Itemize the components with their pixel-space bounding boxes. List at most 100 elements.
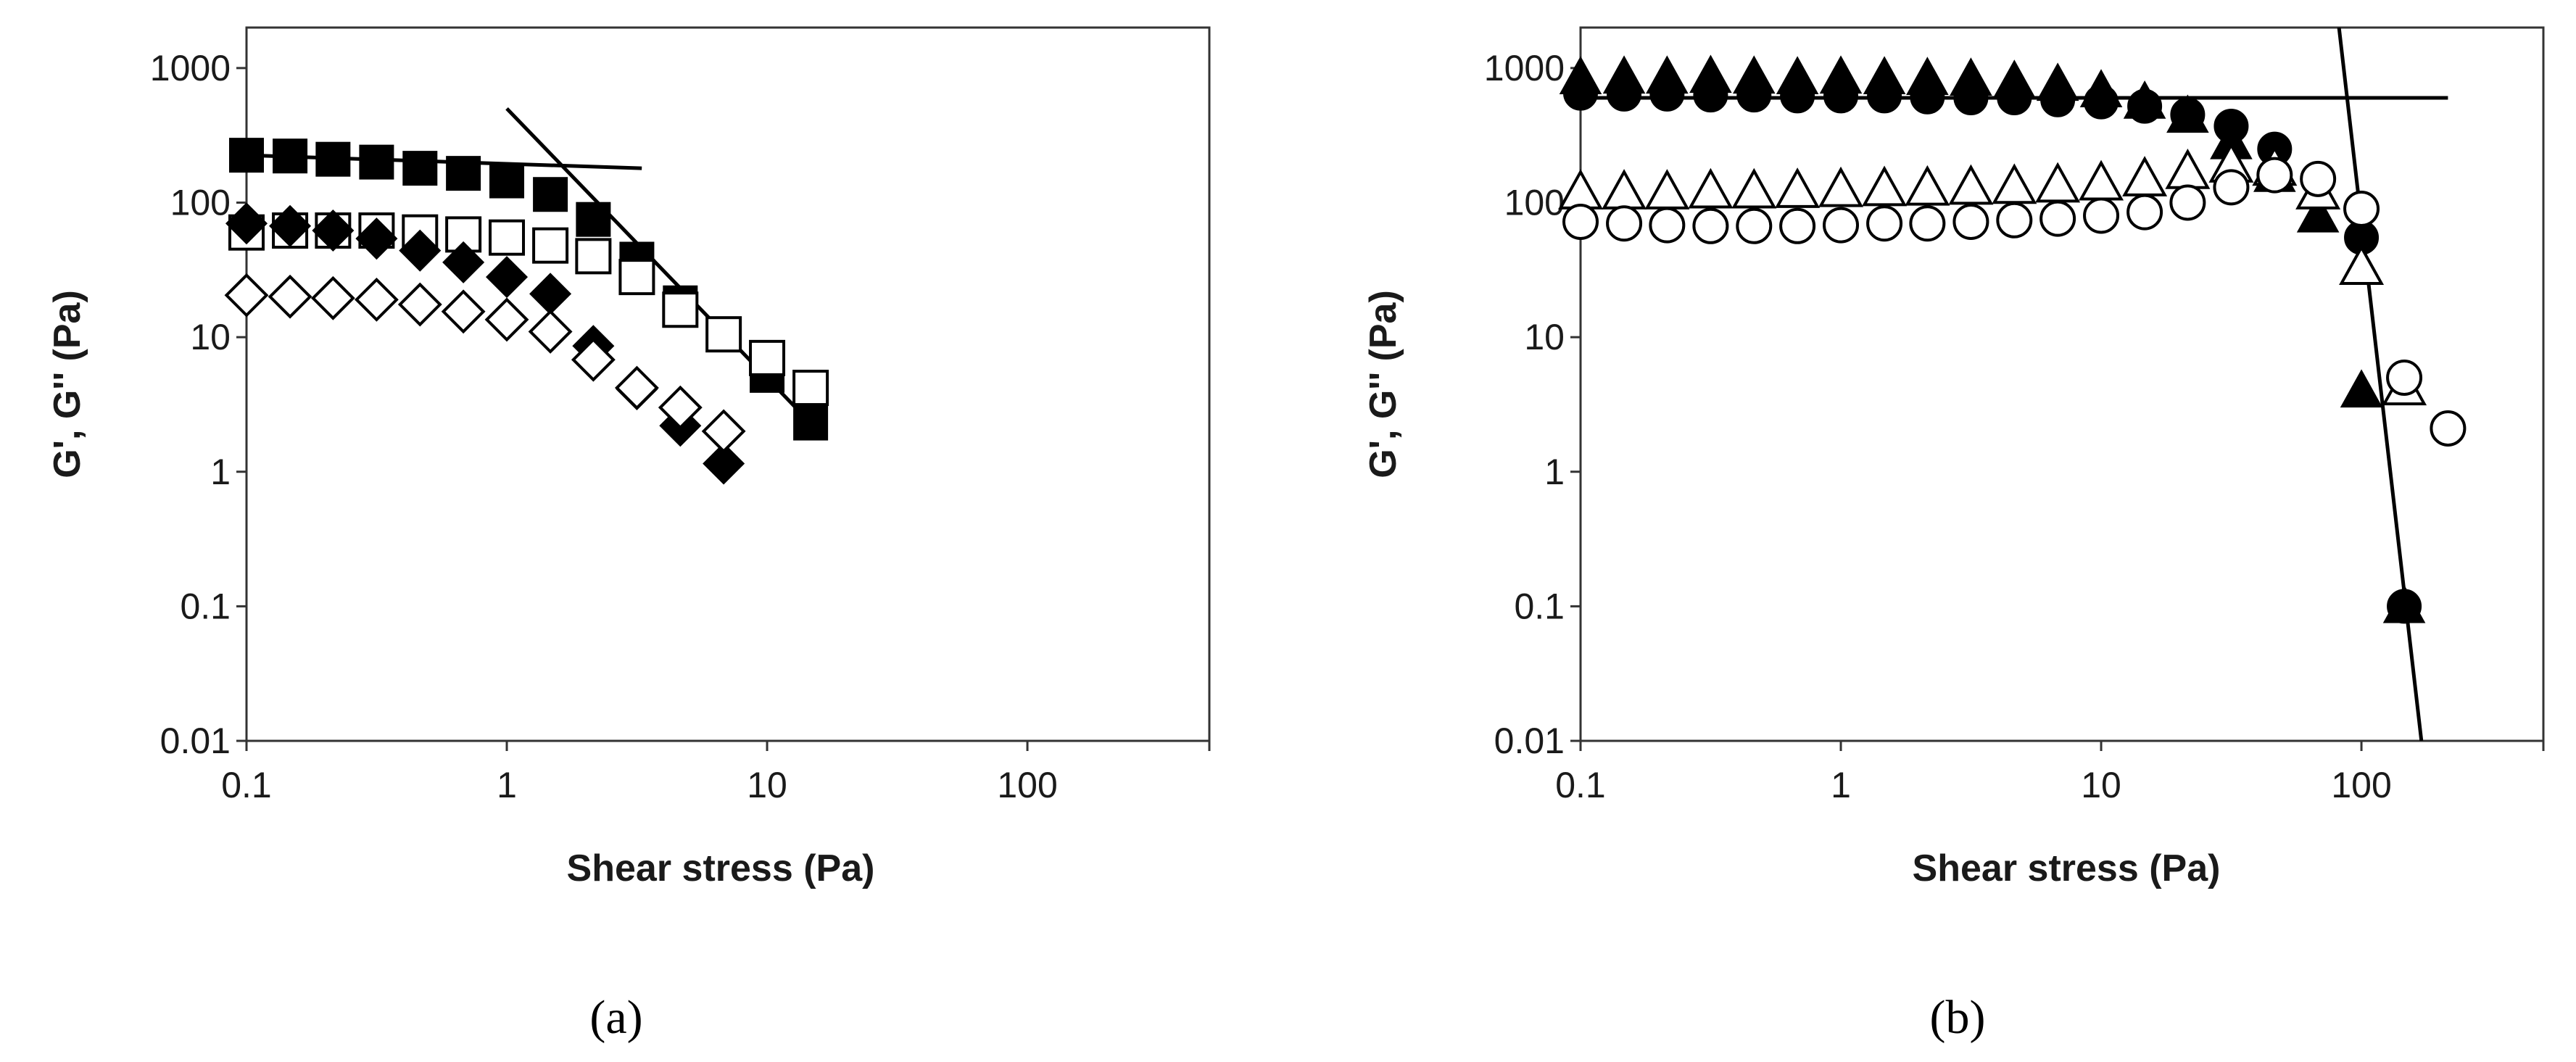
data-point <box>1909 205 1946 242</box>
series-3 <box>1558 142 2427 406</box>
panel-label-a: (a) <box>589 991 642 1044</box>
markers-a <box>224 138 829 485</box>
data-point <box>1952 203 1989 240</box>
data-point <box>268 274 312 319</box>
data-point <box>2035 162 2081 203</box>
y-axis-title-a: G', G'' (Pa) <box>46 290 88 478</box>
data-point <box>2387 589 2422 624</box>
data-point <box>1736 78 1772 113</box>
data-point <box>2040 82 2076 117</box>
series-1 <box>229 138 829 441</box>
x-tick-label: 100 <box>2331 765 2391 805</box>
data-point <box>1649 76 1685 112</box>
data-point <box>2213 109 2249 144</box>
x-tick-label: 0.1 <box>1555 765 1606 805</box>
data-point <box>2296 194 2340 233</box>
data-point <box>1910 79 1945 115</box>
data-point <box>1775 167 1821 208</box>
data-point <box>1692 207 1729 244</box>
markers-b <box>1558 54 2467 624</box>
data-point <box>484 297 529 342</box>
data-point <box>662 291 699 328</box>
data-point <box>2126 194 2163 231</box>
data-point <box>1948 164 1994 205</box>
data-point <box>1997 80 2032 116</box>
data-point <box>2169 184 2206 221</box>
data-point <box>2165 149 2211 189</box>
y-tick-label: 0.01 <box>160 721 231 761</box>
data-point <box>2079 159 2124 201</box>
fit-lines-b <box>1581 28 2448 741</box>
y-tick-label: 1 <box>1544 452 1565 492</box>
data-point <box>2300 160 2337 197</box>
y-tick-label: 0.1 <box>1514 586 1565 626</box>
data-point <box>1992 163 2037 204</box>
series-2 <box>228 212 829 407</box>
data-point <box>229 138 264 173</box>
x-tick-label: 100 <box>997 765 1057 805</box>
data-point <box>399 229 442 272</box>
data-point <box>1780 78 1815 114</box>
y-axis-title-b: G', G'' (Pa) <box>1362 290 1404 478</box>
data-point <box>2339 244 2385 285</box>
data-point <box>1607 76 1642 112</box>
data-point <box>571 337 616 382</box>
data-point <box>618 259 655 296</box>
y-tick-label: 100 <box>170 183 231 223</box>
y-tick-label: 1000 <box>1484 48 1565 88</box>
data-point <box>1823 207 1860 244</box>
data-point <box>2039 200 2076 237</box>
data-point <box>312 210 355 252</box>
plot-area-b <box>1579 26 2545 742</box>
data-point <box>1779 207 1816 244</box>
data-point <box>2430 410 2467 447</box>
data-point <box>701 409 746 454</box>
data-point <box>1606 205 1643 242</box>
y-tick-label: 10 <box>1524 317 1565 357</box>
x-axis-title-b: Shear stress (Pa) <box>1913 847 2221 889</box>
data-point <box>441 289 486 334</box>
data-point <box>2122 156 2168 196</box>
series-1 <box>1559 54 2426 623</box>
data-point <box>1905 165 1950 206</box>
data-point <box>2083 197 2120 234</box>
data-point <box>310 275 355 320</box>
data-point <box>533 177 568 212</box>
series-4 <box>1562 157 2467 447</box>
data-point <box>1953 80 1989 116</box>
data-point <box>273 138 308 174</box>
data-point <box>224 273 269 318</box>
data-point <box>486 256 529 299</box>
series-2 <box>1563 75 2422 624</box>
data-point <box>529 273 572 315</box>
data-point <box>2343 190 2380 227</box>
data-point <box>1693 78 1728 113</box>
data-point <box>749 339 786 376</box>
x-axis-title-a: Shear stress (Pa) <box>567 847 875 889</box>
data-point <box>1563 75 1598 111</box>
data-point <box>1644 169 1690 210</box>
data-point <box>359 144 394 180</box>
data-point <box>2084 84 2119 120</box>
data-point <box>2127 88 2163 124</box>
data-point <box>2340 369 2383 408</box>
data-point <box>354 277 399 322</box>
fit-line <box>247 153 642 170</box>
y-tick-label: 1000 <box>150 48 231 88</box>
data-point <box>705 316 742 353</box>
data-point <box>1602 169 1647 210</box>
series-4 <box>224 273 746 454</box>
data-point <box>2213 169 2250 206</box>
data-point <box>1867 78 1902 114</box>
x-tick-label: 10 <box>747 765 787 805</box>
data-point <box>2386 360 2423 397</box>
data-point <box>1688 167 1734 209</box>
data-point <box>1862 165 1908 207</box>
data-point <box>355 217 398 260</box>
data-point <box>402 151 438 186</box>
x-tick-label: 10 <box>2081 765 2121 805</box>
